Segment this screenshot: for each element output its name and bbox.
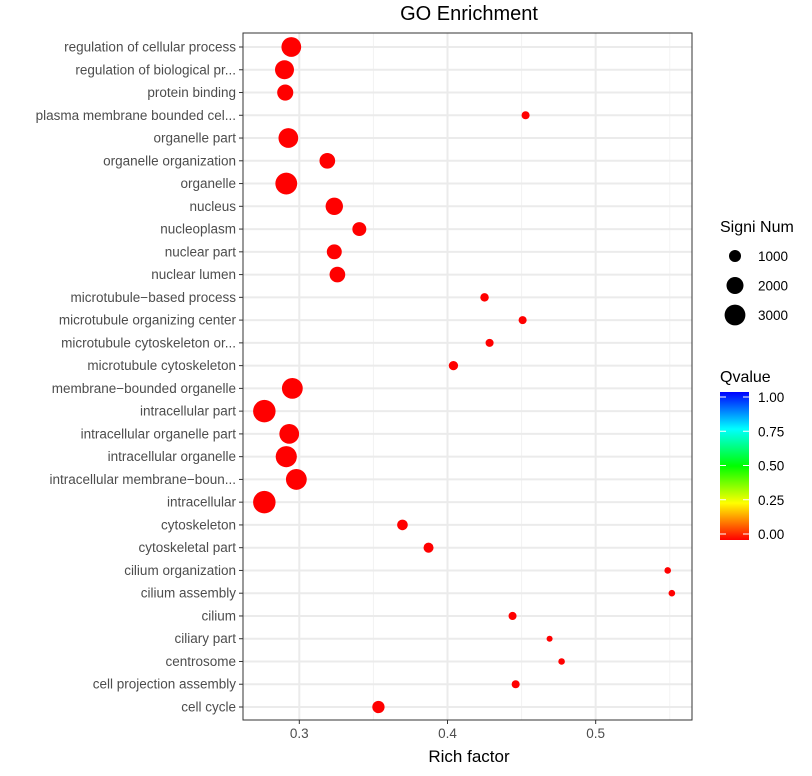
data-point — [275, 446, 297, 468]
size-legend-label: 1000 — [758, 249, 788, 264]
y-tick-label: intracellular organelle part — [81, 426, 237, 441]
data-point — [253, 399, 276, 423]
y-tick-label: microtubule cytoskeleton or... — [61, 335, 236, 350]
color-legend-title: Qvalue — [720, 369, 771, 386]
y-tick-label: organelle part — [153, 131, 236, 146]
data-point — [664, 567, 671, 574]
chart-title: GO Enrichment — [400, 3, 538, 25]
data-point — [352, 222, 367, 237]
y-tick-label: cell cycle — [181, 700, 236, 715]
colorbar-label: 0.50 — [758, 459, 784, 474]
y-tick-label: organelle — [180, 176, 236, 191]
y-tick-label: nuclear lumen — [151, 267, 236, 282]
data-point — [325, 197, 343, 216]
data-point — [326, 244, 342, 260]
data-point — [275, 172, 298, 195]
y-tick-label: ciliary part — [174, 631, 236, 646]
y-tick-label: cytoskeletal part — [138, 540, 236, 555]
y-tick-label: regulation of cellular process — [64, 40, 236, 55]
y-tick-label: microtubule organizing center — [59, 313, 237, 328]
colorbar-label: 0.00 — [758, 527, 784, 542]
colorbar-label: 0.75 — [758, 424, 784, 439]
y-tick-label: intracellular membrane−boun... — [50, 472, 236, 487]
data-point — [278, 128, 299, 148]
data-point — [285, 469, 307, 490]
y-tick-label: protein binding — [147, 85, 236, 100]
colorbar-label: 0.25 — [758, 493, 784, 508]
y-tick-label: nuclear part — [165, 244, 237, 259]
y-tick-label: nucleus — [189, 199, 236, 214]
y-tick-label: organelle organization — [103, 153, 236, 168]
y-tick-label: cell projection assembly — [93, 677, 237, 692]
data-point — [480, 293, 489, 302]
y-tick-label: regulation of biological pr... — [75, 62, 236, 77]
data-point — [397, 519, 408, 531]
size-legend-label: 2000 — [758, 279, 788, 294]
y-tick-label: plasma membrane bounded cel... — [36, 108, 236, 123]
y-tick-label: intracellular — [167, 495, 237, 510]
y-tick-label: membrane−bounded organelle — [52, 381, 236, 396]
x-tick-label: 0.3 — [290, 726, 309, 741]
y-tick-label: cilium — [201, 608, 236, 623]
data-point — [279, 424, 300, 444]
size-legend-title: Signi Num — [720, 219, 794, 236]
data-point — [423, 542, 434, 553]
data-point — [319, 152, 336, 169]
data-point — [485, 338, 494, 347]
data-point — [511, 680, 520, 689]
size-legend-key — [726, 277, 744, 294]
data-point — [518, 316, 527, 325]
data-point — [329, 266, 346, 283]
data-point — [372, 700, 385, 714]
colorbar-label: 1.00 — [758, 390, 784, 405]
data-point — [521, 111, 530, 120]
data-point — [277, 84, 294, 101]
data-point — [281, 377, 303, 399]
y-tick-label: centrosome — [165, 654, 236, 669]
y-tick-label: microtubule cytoskeleton — [87, 358, 236, 373]
size-legend-label: 3000 — [758, 308, 788, 323]
data-point — [558, 658, 565, 665]
y-tick-label: cilium assembly — [141, 586, 237, 601]
x-tick-label: 0.5 — [586, 726, 605, 741]
data-point — [668, 589, 676, 597]
data-point — [448, 360, 459, 371]
y-tick-label: nucleoplasm — [160, 222, 236, 237]
y-tick-label: microtubule−based process — [71, 290, 237, 305]
data-point — [281, 37, 302, 57]
y-tick-label: cytoskeleton — [161, 517, 236, 532]
x-axis-label: Rich factor — [428, 747, 510, 766]
data-point — [253, 490, 276, 514]
y-tick-label: intracellular part — [140, 404, 236, 419]
size-legend-key — [724, 304, 746, 326]
size-legend-key — [728, 249, 742, 263]
plot-border — [242, 32, 693, 721]
y-tick-label: cilium organization — [124, 563, 236, 578]
data-point — [508, 611, 517, 620]
plot-panel — [243, 33, 692, 720]
data-point — [546, 635, 553, 642]
y-tick-label: intracellular organelle — [108, 449, 236, 464]
data-point — [274, 60, 294, 80]
x-tick-label: 0.4 — [438, 726, 457, 741]
